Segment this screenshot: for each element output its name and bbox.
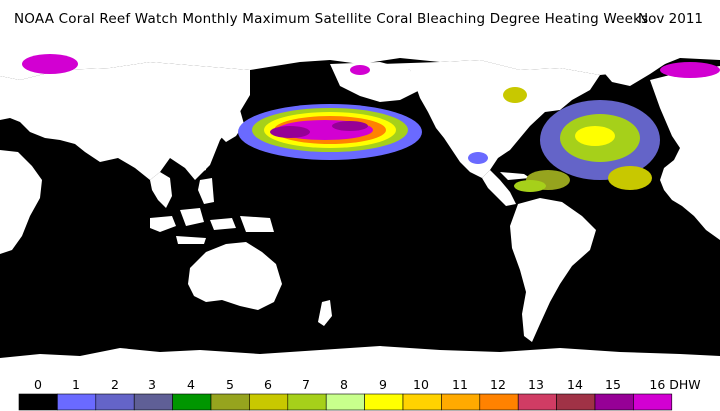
- land-indonesia: [150, 208, 274, 244]
- legend-swatch-11: [441, 393, 481, 411]
- map-date: Nov 2011: [638, 11, 703, 27]
- legend-swatch-9: [364, 393, 404, 411]
- legend-tick-1: 1: [72, 377, 80, 392]
- legend-swatch-13: [517, 393, 557, 411]
- legend-swatch-15: [594, 393, 634, 411]
- legend-swatch-5: [210, 393, 250, 411]
- map-title: NOAA Coral Reef Watch Monthly Maximum Sa…: [14, 11, 649, 27]
- land-north-america: [380, 60, 600, 178]
- land-europe-africa-east: [650, 66, 720, 240]
- legend-swatch-8: [325, 393, 365, 411]
- legend-swatch-14: [556, 393, 596, 411]
- legend-swatch-12: [479, 393, 519, 411]
- land-africa: [0, 150, 42, 254]
- legend-tick-16: 16 DHW: [649, 377, 701, 392]
- legend-tick-15: 15: [605, 377, 621, 392]
- legend-tick-2: 2: [111, 377, 119, 392]
- legend-swatch-4: [172, 393, 212, 411]
- legend-tick-12: 12: [490, 377, 506, 392]
- land-central-america: [482, 170, 516, 206]
- legend-swatch-2: [95, 393, 135, 411]
- legend-swatch-1: [57, 393, 97, 411]
- legend-tick-0: 0: [34, 377, 42, 392]
- legend-swatch-7: [287, 393, 327, 411]
- title-bar: NOAA Coral Reef Watch Monthly Maximum Sa…: [0, 0, 720, 40]
- legend-color-bar: [18, 393, 673, 411]
- dhw-gulf-caribbean: [468, 152, 546, 192]
- legend-tick-9: 9: [379, 377, 387, 392]
- legend-tick-3: 3: [148, 377, 156, 392]
- legend-labels: 0 1 2 3 4 5 6 7 8 9 10 11 12 13 14 15 16…: [0, 377, 720, 393]
- legend-swatch-10: [402, 393, 442, 411]
- legend-swatch-6: [249, 393, 289, 411]
- land-arctic: [0, 40, 720, 80]
- land-eurasia: [0, 62, 250, 180]
- legend-tick-14: 14: [567, 377, 583, 392]
- land-japan: [220, 110, 244, 142]
- dhw-north-pacific: [238, 104, 422, 160]
- legend-swatch-16: [633, 393, 673, 411]
- land-indochina: [150, 172, 172, 208]
- land-greenland: [600, 48, 668, 86]
- legend-tick-7: 7: [302, 377, 310, 392]
- dhw-world-map: [0, 40, 720, 377]
- legend-tick-11: 11: [452, 377, 468, 392]
- legend-tick-5: 5: [226, 377, 234, 392]
- land-new-zealand: [318, 300, 332, 326]
- legend-tick-4: 4: [187, 377, 195, 392]
- dhw-mediterranean-arctic: [22, 54, 720, 103]
- legend-swatch-3: [133, 393, 173, 411]
- legend-swatch-0: [18, 393, 58, 411]
- legend-tick-10: 10: [413, 377, 429, 392]
- land-philippines: [196, 158, 214, 204]
- land-antarctica: [0, 346, 720, 377]
- land-australia: [188, 242, 282, 310]
- legend-tick-13: 13: [528, 377, 544, 392]
- legend-tick-8: 8: [340, 377, 348, 392]
- legend-tick-6: 6: [264, 377, 272, 392]
- land-south-america: [510, 198, 596, 342]
